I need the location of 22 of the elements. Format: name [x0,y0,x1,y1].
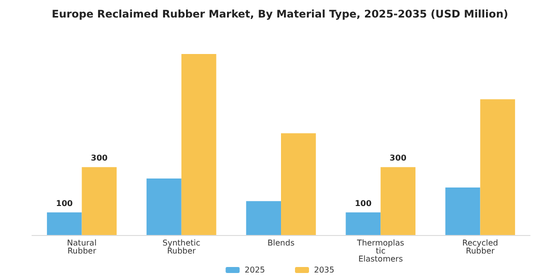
x-tick-label: Natural Rubber [67,238,97,256]
data-label: 300 [390,154,407,163]
x-tick-label: Synthetic Rubber [162,238,200,256]
legend-label: 2025 [244,266,265,274]
bar [480,99,516,235]
bar [246,201,281,235]
data-label: 100 [56,198,74,208]
bar [146,178,182,235]
bar [346,212,381,235]
bar [181,54,216,235]
bar [380,167,416,235]
x-tick-label: Thermoplas tic Elastomers [356,238,404,264]
data-label: 100 [354,198,372,208]
bar [46,212,82,235]
x-tick-label: Blends [268,238,294,248]
chart-title: Europe Reclaimed Rubber Market, By Material Type, 2025-2035 (USD Million) [52,8,508,20]
bar [281,133,316,235]
data-label: 300 [90,154,108,163]
bar [445,187,480,235]
bar [82,167,117,235]
legend-label: 2035 [314,266,334,274]
x-tick-label: Recycled Rubber [462,238,498,256]
